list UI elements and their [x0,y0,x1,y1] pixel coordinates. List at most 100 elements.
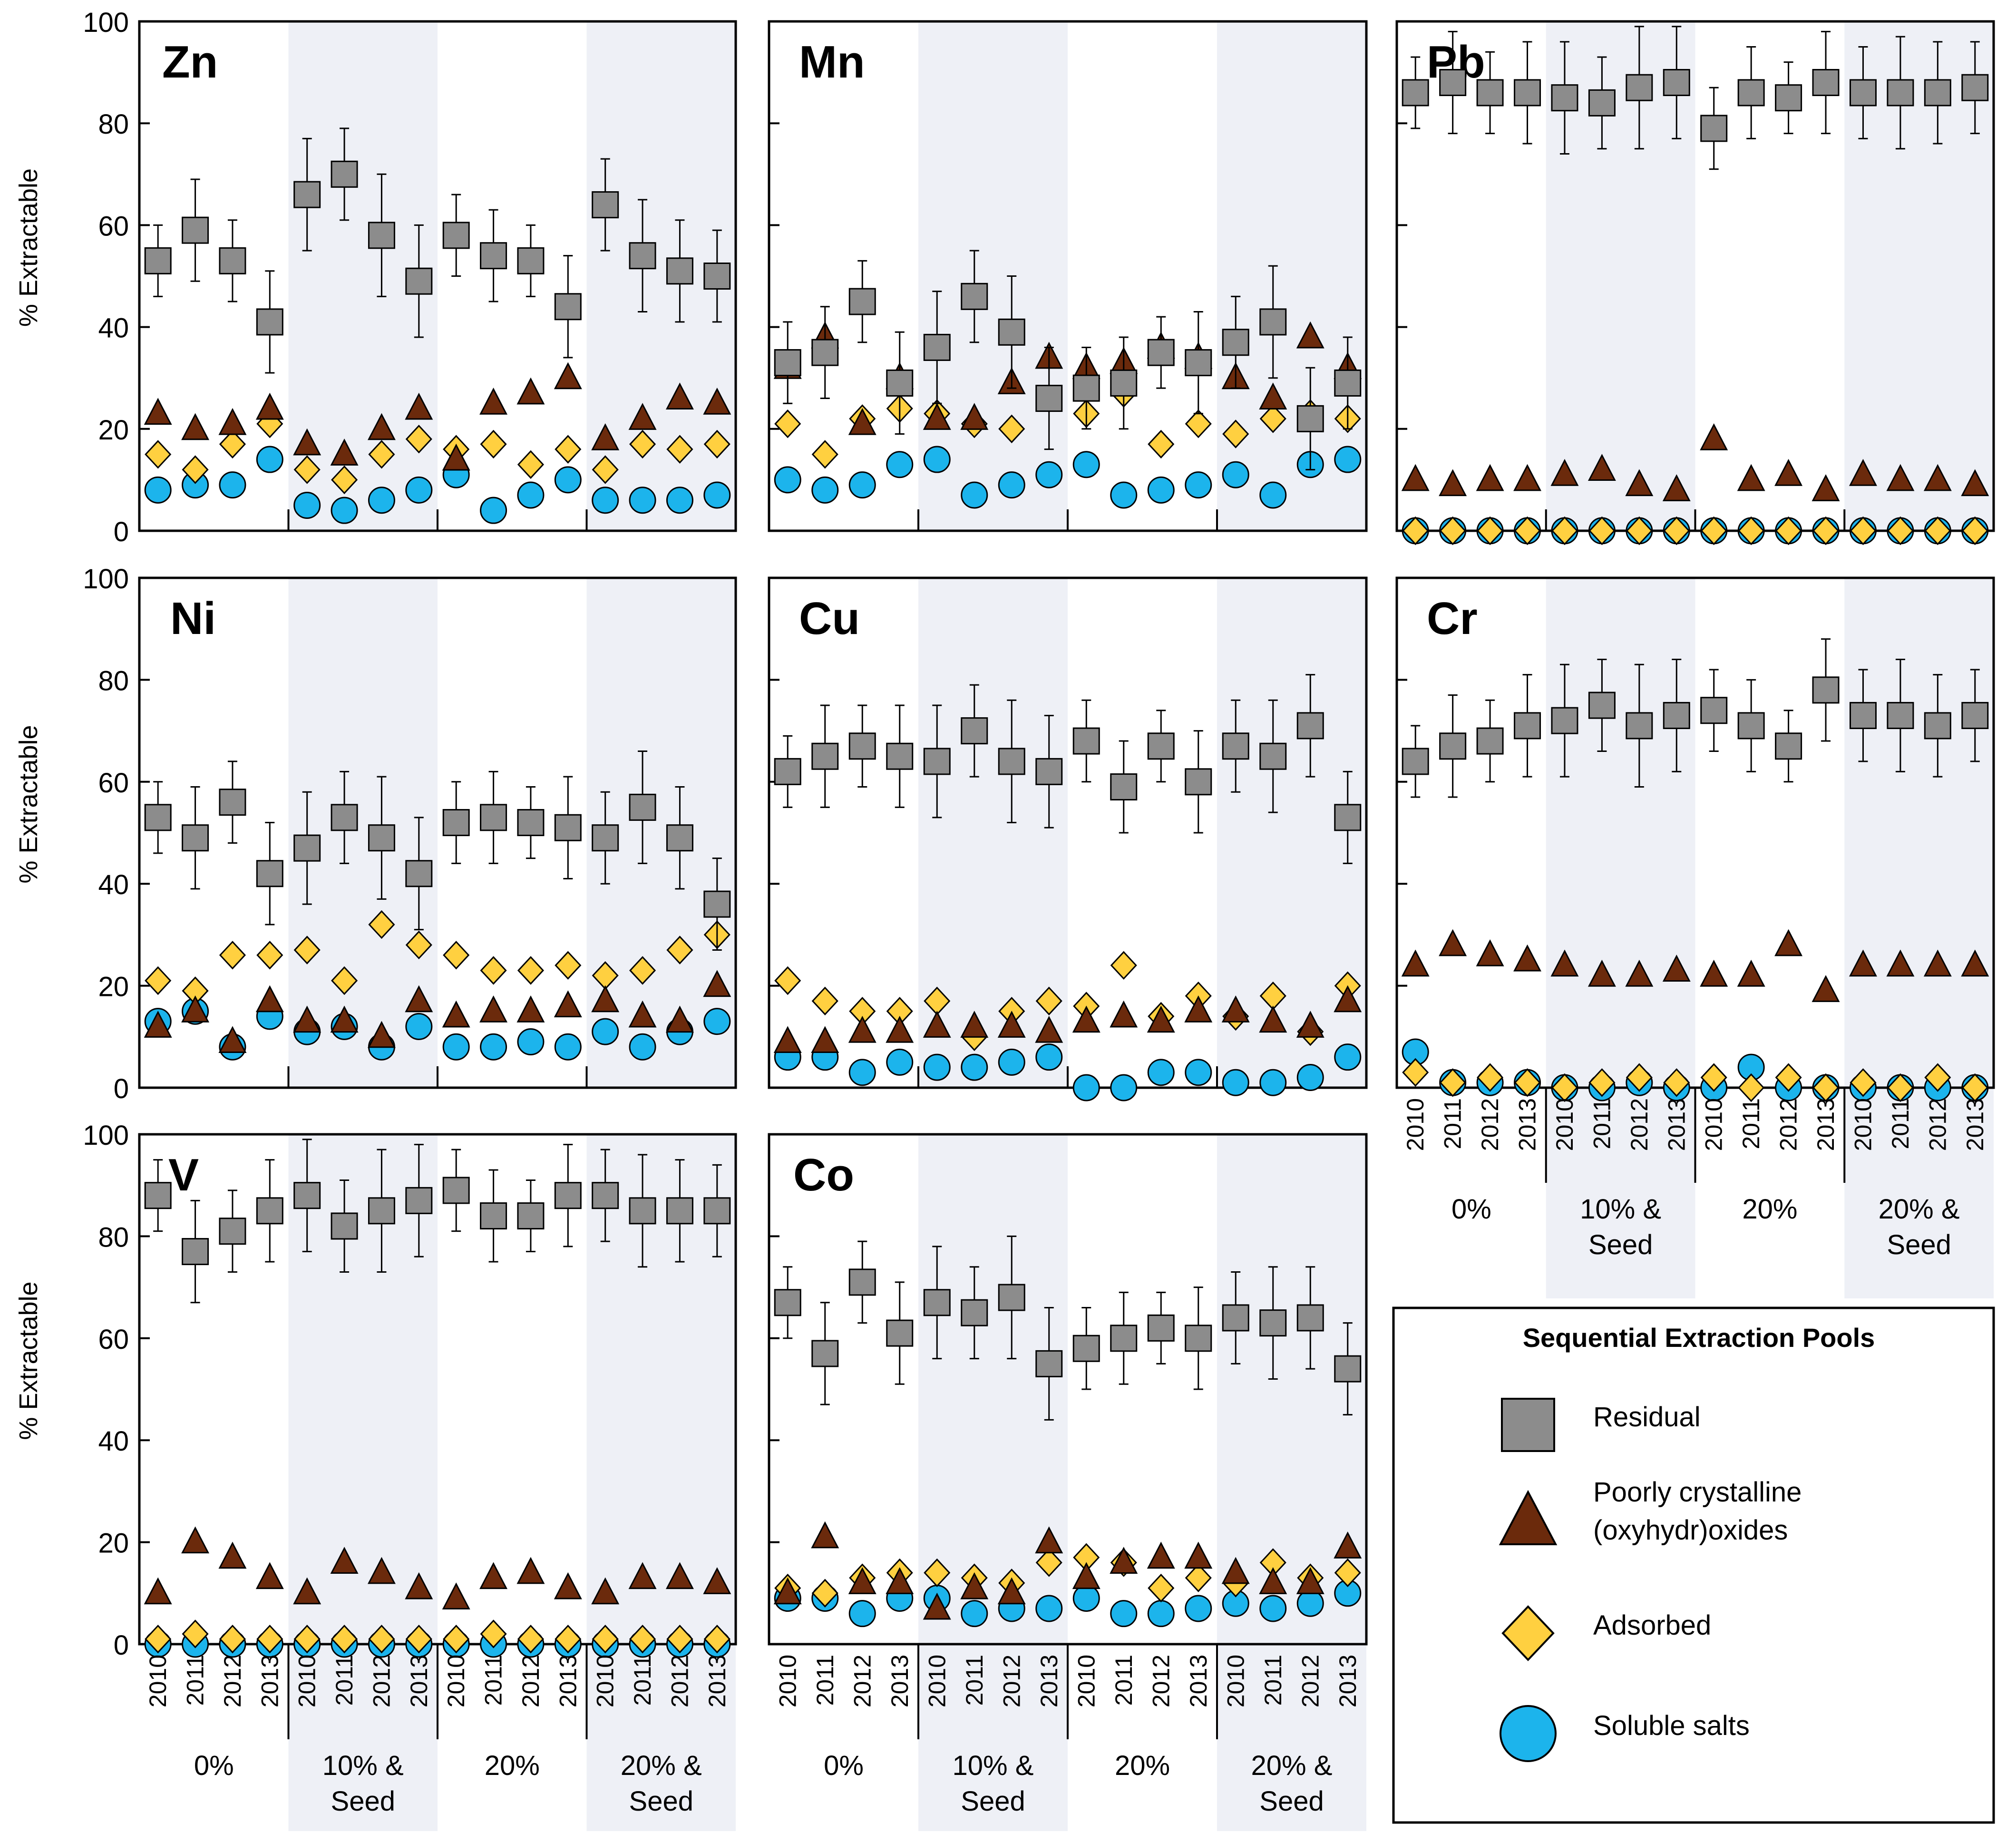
treatment-label: 20% & [1879,1194,1960,1225]
adsorbed-point [811,440,838,469]
residual-point [629,242,656,270]
residual-point [1588,692,1616,719]
residual-point [554,293,582,321]
residual-point [923,333,951,361]
adsorbed-point [1110,951,1137,980]
x-tick-label: 2013 [1812,1098,1839,1151]
soluble-salts-point [405,1013,433,1040]
oxides-point [773,1577,802,1605]
adsorbed-point [1924,516,1951,546]
adsorbed-point [145,440,172,469]
adsorbed-point [1477,516,1504,546]
oxides-point [293,1577,321,1605]
soluble-salts-point [517,481,545,509]
oxides-point [367,1557,396,1584]
treatment-band [918,21,1068,531]
treatment-label: Seed [1259,1786,1324,1817]
residual-point [1626,74,1653,101]
treatment-band [1217,1134,1366,1831]
adsorbed-point [293,455,321,484]
adsorbed-point [1551,516,1578,546]
oxides-point [628,1562,657,1589]
soluble-salts-point [219,471,246,499]
residual-point [1035,758,1063,785]
y-tick-label: 100 [83,1120,129,1151]
oxides-point [1625,959,1654,987]
x-tick-label: 2011 [331,1655,358,1706]
oxides-point [405,985,433,1013]
residual-point [1259,1309,1287,1337]
residual-point [961,283,988,310]
oxides-point [1184,995,1213,1023]
residual-point [480,804,507,831]
treatment-label: 10% & [1580,1194,1661,1225]
soluble-salts-point [1222,461,1249,488]
oxides-point [923,1011,951,1038]
adsorbed-point [1738,516,1765,546]
x-tick-label: 2012 [666,1655,693,1707]
residual-point [666,1197,693,1225]
adsorbed-point [219,1625,246,1654]
oxides-point [997,1011,1026,1038]
residual-point [592,1182,619,1209]
x-tick-label: 2012 [1924,1098,1951,1151]
legend: Sequential Extraction Pools Residual Poorl… [1392,1306,1995,1824]
oxides-point [442,443,470,471]
adsorbed-point [145,966,172,995]
residual-point [886,742,914,770]
residual-point [442,809,470,837]
x-tick-label: 2013 [704,1655,730,1707]
panel-pb: Pb [1395,20,1995,546]
x-tick-label: 2010 [294,1655,321,1707]
oxides-point [1700,423,1728,450]
adsorbed-point [1185,409,1212,439]
oxides-point [293,1005,321,1033]
adsorbed-point [592,1625,619,1654]
oxides-point [1737,464,1765,491]
adsorbed-point [1551,1073,1578,1102]
oxides-point [1774,458,1803,486]
adsorbed-point [517,450,544,479]
panel-co: Co 2010 2011 2012 2013 2010 2011 2012 2013 2010 20… [768,1133,1368,1831]
residual-point [368,824,395,852]
residual-point [1222,1304,1249,1332]
oxides-point [1296,1567,1325,1594]
soluble-salts-point [703,1008,731,1035]
x-tick-label: 2013 [1962,1098,1988,1151]
oxides-point [144,1011,172,1038]
x-tick-label: 2013 [555,1655,581,1707]
x-tick-label: 2010 [1850,1098,1876,1151]
soluble-salts-point [480,1033,507,1061]
adsorbed-point [1439,1068,1466,1097]
oxides-point [628,1000,657,1028]
treatment-label: 0% [194,1750,234,1781]
oxides-point [1184,1541,1213,1569]
panel-title: Zn [162,37,218,88]
residual-point [517,1202,545,1230]
adsorbed-point [293,1625,321,1654]
residual-point [1924,79,1951,107]
oxides-point [442,1582,470,1610]
oxides-point [1774,929,1803,956]
oxides-point [886,1015,914,1043]
residual-point [1334,369,1362,397]
oxides-point [665,382,694,410]
adsorbed-point [1812,516,1840,546]
oxides-point [1923,949,1952,977]
oxides-point [1811,975,1840,1002]
oxides-point [1662,955,1691,982]
oxides-point [1035,1015,1063,1043]
adsorbed-point [331,966,358,995]
residual-point [219,789,246,816]
residual-point [1334,1355,1362,1383]
oxides-point [181,413,210,440]
adsorbed-point [774,409,801,439]
adsorbed-point [331,465,358,495]
oxides-point [554,990,582,1017]
residual-point [1147,732,1175,760]
residual-point [1961,74,1989,101]
residual-point [293,834,321,862]
x-tick-label: 2010 [1222,1655,1249,1707]
oxides-point [181,995,210,1023]
oxides-point [405,1572,433,1599]
